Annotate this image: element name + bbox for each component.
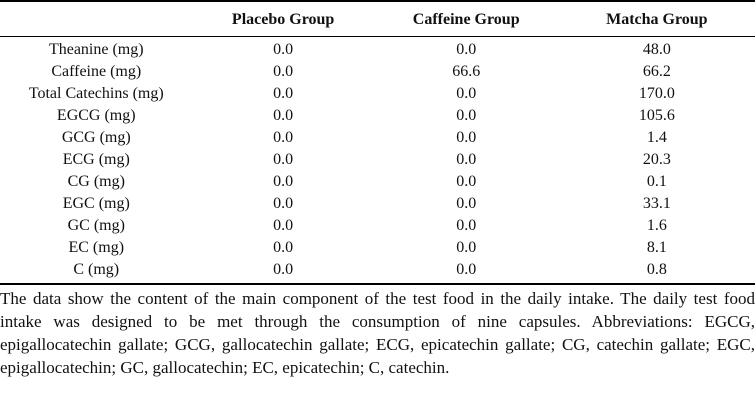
corner-cell bbox=[0, 1, 193, 37]
table-row-total-catechins: Total Catechins (mg) 0.0 0.0 170.0 bbox=[0, 83, 755, 105]
cell-placebo: 0.0 bbox=[273, 261, 294, 278]
cell-placebo: 0.0 bbox=[273, 173, 294, 190]
cell-placebo: 0.0 bbox=[273, 217, 294, 234]
row-label: GC (mg) bbox=[67, 217, 125, 234]
row-label: Total Catechins (mg) bbox=[28, 85, 164, 102]
table-footnote: The data show the content of the main co… bbox=[0, 289, 755, 377]
row-label: CG (mg) bbox=[67, 173, 125, 190]
table-row-cg: CG (mg) 0.0 0.0 0.1 bbox=[0, 171, 755, 193]
table-row-ecg: ECG (mg) 0.0 0.0 20.3 bbox=[0, 149, 755, 171]
cell-caffeine: 0.0 bbox=[456, 195, 477, 212]
table-row-ec: EC (mg) 0.0 0.0 8.1 bbox=[0, 237, 755, 259]
row-label: EC (mg) bbox=[68, 239, 125, 256]
cell-matcha: 20.3 bbox=[642, 151, 671, 168]
cell-caffeine: 0.0 bbox=[456, 41, 477, 58]
cell-placebo: 0.0 bbox=[273, 239, 294, 256]
cell-matcha: 105.6 bbox=[638, 107, 675, 124]
table-row-egcg: EGCG (mg) 0.0 0.0 105.6 bbox=[0, 105, 755, 127]
cell-caffeine: 0.0 bbox=[456, 173, 477, 190]
cell-placebo: 0.0 bbox=[273, 129, 294, 146]
cell-matcha: 0.1 bbox=[646, 173, 667, 190]
column-header-placebo-group: Placebo Group bbox=[231, 11, 335, 28]
cell-matcha: 170.0 bbox=[638, 85, 675, 102]
row-label: Caffeine (mg) bbox=[51, 63, 142, 80]
nutrient-content-table: Placebo Group Caffeine Group Matcha Grou… bbox=[0, 0, 755, 285]
header-row: Placebo Group Caffeine Group Matcha Grou… bbox=[0, 1, 755, 37]
cell-caffeine: 0.0 bbox=[456, 239, 477, 256]
table-row-caffeine: Caffeine (mg) 0.0 66.6 66.2 bbox=[0, 61, 755, 83]
cell-matcha: 8.1 bbox=[646, 239, 667, 256]
cell-matcha: 33.1 bbox=[642, 195, 671, 212]
row-label: GCG (mg) bbox=[61, 129, 131, 146]
cell-placebo: 0.0 bbox=[273, 85, 294, 102]
cell-caffeine: 0.0 bbox=[456, 151, 477, 168]
cell-caffeine: 66.6 bbox=[452, 63, 481, 80]
row-label: C (mg) bbox=[73, 261, 120, 278]
table-row-c: C (mg) 0.0 0.0 0.8 bbox=[0, 259, 755, 284]
cell-placebo: 0.0 bbox=[273, 195, 294, 212]
table-header: Placebo Group Caffeine Group Matcha Grou… bbox=[0, 1, 755, 37]
table-body: Theanine (mg) 0.0 0.0 48.0 Caffeine (mg)… bbox=[0, 37, 755, 285]
row-label: EGCG (mg) bbox=[56, 107, 136, 124]
cell-matcha: 48.0 bbox=[642, 41, 671, 58]
nutrient-content-table-figure: Placebo Group Caffeine Group Matcha Grou… bbox=[0, 0, 755, 377]
row-label: ECG (mg) bbox=[62, 151, 130, 168]
cell-matcha: 66.2 bbox=[642, 63, 671, 80]
cell-placebo: 0.0 bbox=[273, 151, 294, 168]
table-row-egc: EGC (mg) 0.0 0.0 33.1 bbox=[0, 193, 755, 215]
cell-placebo: 0.0 bbox=[273, 41, 294, 58]
cell-caffeine: 0.0 bbox=[456, 107, 477, 124]
cell-placebo: 0.0 bbox=[273, 63, 294, 80]
cell-matcha: 1.4 bbox=[646, 129, 667, 146]
cell-matcha: 0.8 bbox=[646, 261, 667, 278]
column-header-matcha-group: Matcha Group bbox=[606, 11, 708, 28]
table-row-gcg: GCG (mg) 0.0 0.0 1.4 bbox=[0, 127, 755, 149]
table-row-gc: GC (mg) 0.0 0.0 1.6 bbox=[0, 215, 755, 237]
cell-placebo: 0.0 bbox=[273, 107, 294, 124]
cell-caffeine: 0.0 bbox=[456, 129, 477, 146]
cell-matcha: 1.6 bbox=[646, 217, 667, 234]
cell-caffeine: 0.0 bbox=[456, 261, 477, 278]
cell-caffeine: 0.0 bbox=[456, 217, 477, 234]
column-header-caffeine-group: Caffeine Group bbox=[412, 11, 520, 28]
table-row-theanine: Theanine (mg) 0.0 0.0 48.0 bbox=[0, 37, 755, 62]
cell-caffeine: 0.0 bbox=[456, 85, 477, 102]
row-label: EGC (mg) bbox=[62, 195, 130, 212]
row-label: Theanine (mg) bbox=[48, 41, 144, 58]
